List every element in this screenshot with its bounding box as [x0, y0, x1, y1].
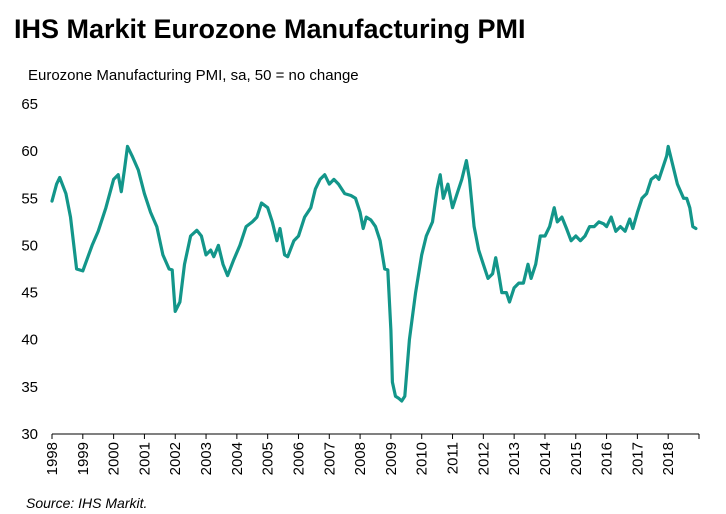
x-tick-label: 1998 [44, 442, 61, 475]
x-tick-label: 2016 [599, 442, 616, 475]
y-tick-label: 30 [21, 426, 38, 443]
x-tick-label: 2001 [136, 442, 153, 475]
x-tick-label: 2011 [445, 442, 462, 474]
source-note: Source: IHS Markit. [26, 495, 147, 511]
chart-subtitle: Eurozone Manufacturing PMI, sa, 50 = no … [28, 67, 359, 84]
x-tick-label: 2002 [167, 442, 184, 475]
y-tick-label: 60 [21, 143, 38, 160]
x-tick-label: 2003 [198, 442, 215, 475]
x-tick-label: 2013 [506, 442, 523, 475]
x-tick-label: 2008 [352, 442, 369, 475]
x-tick-label: 2007 [321, 442, 338, 475]
x-tick-label: 2009 [383, 442, 400, 475]
y-tick-label: 45 [21, 285, 38, 302]
x-tick-label: 2018 [660, 442, 677, 475]
x-tick-label: 2006 [290, 442, 307, 475]
x-tick-label: 1999 [75, 442, 92, 475]
x-tick-label: 2004 [229, 442, 246, 475]
x-tick-label: 2017 [629, 442, 646, 475]
data-line [50, 144, 698, 403]
y-tick-label: 55 [21, 190, 38, 207]
y-tick-label: 50 [21, 237, 38, 254]
x-tick-label: 2000 [106, 442, 123, 475]
chart-title: IHS Markit Eurozone Manufacturing PMI [14, 14, 526, 44]
x-tick-label: 2010 [414, 442, 431, 475]
y-tick-label: 65 [21, 96, 38, 113]
x-tick-label: 2005 [260, 442, 277, 475]
y-tick-label: 35 [21, 379, 38, 396]
y-tick-label: 40 [21, 332, 38, 349]
x-tick-label: 2015 [568, 442, 585, 475]
x-tick-label: 2014 [537, 442, 554, 475]
x-tick-label: 2012 [475, 442, 492, 475]
